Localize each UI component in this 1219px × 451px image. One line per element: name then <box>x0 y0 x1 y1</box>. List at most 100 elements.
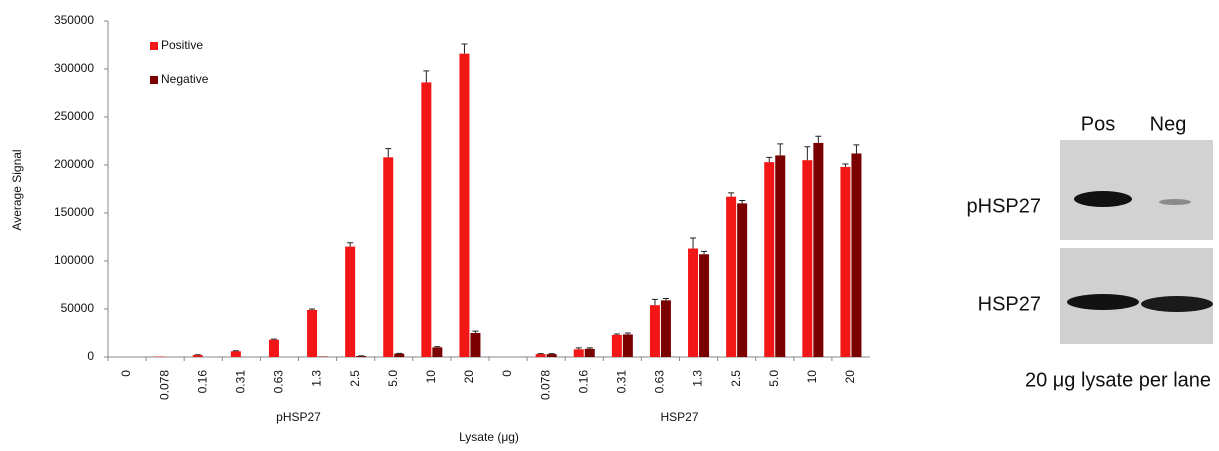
x-tick-label: 2.5 <box>729 370 743 387</box>
x-tick-label: 0.31 <box>234 370 248 394</box>
legend-label: Negative <box>161 72 209 86</box>
x-tick-label: 0.16 <box>195 370 209 394</box>
y-tick-label: 150000 <box>54 205 94 219</box>
row-label: HSP27 <box>978 293 1041 315</box>
x-axis-label: Lysate (μg) <box>459 430 519 444</box>
bar <box>307 310 317 357</box>
bar <box>726 197 736 357</box>
lane-label: Pos <box>1081 113 1115 135</box>
band <box>1074 191 1132 207</box>
x-tick-label: 10 <box>424 370 438 384</box>
band <box>1067 294 1139 310</box>
bar <box>231 351 241 357</box>
x-tick-label: 0.31 <box>615 370 629 394</box>
bar <box>699 254 709 357</box>
x-tick-label: 0 <box>500 370 514 377</box>
error-bar <box>461 44 467 54</box>
bar <box>851 153 861 357</box>
x-tick-label: 0.078 <box>157 370 171 400</box>
bar <box>737 203 747 357</box>
bar <box>764 162 774 357</box>
x-tick-label: 2.5 <box>348 370 362 387</box>
y-tick-label: 350000 <box>54 13 94 27</box>
x-tick-label: 0.16 <box>576 370 590 394</box>
x-tick-label: 5.0 <box>767 370 781 387</box>
error-bar <box>309 309 315 310</box>
error-bar <box>423 71 429 83</box>
error-bar <box>652 299 658 305</box>
bar <box>623 334 633 357</box>
band <box>1141 296 1213 312</box>
error-bar <box>815 136 821 143</box>
bar <box>269 340 279 357</box>
lane-label: Neg <box>1150 113 1187 135</box>
error-bar <box>587 348 593 349</box>
x-tick-label: 10 <box>805 370 819 384</box>
bar <box>813 143 823 357</box>
bar <box>661 300 671 357</box>
bar <box>688 249 698 357</box>
y-tick-label: 300000 <box>54 61 94 75</box>
bar <box>536 354 546 357</box>
y-tick-label: 200000 <box>54 157 94 171</box>
error-bar <box>842 164 848 167</box>
band <box>1159 199 1191 205</box>
group-label: pHSP27 <box>276 410 321 424</box>
bar <box>470 333 480 357</box>
error-bar <box>766 157 772 162</box>
bar <box>459 54 469 357</box>
y-tick-label: 250000 <box>54 109 94 123</box>
legend-label: Positive <box>161 38 203 52</box>
error-bar <box>271 339 277 340</box>
error-bar <box>347 243 353 247</box>
bar <box>345 247 355 357</box>
error-bar <box>385 149 391 158</box>
y-tick-label: 50000 <box>61 301 95 315</box>
blot: Pos Neg pHSP27 HSP27 20 μg lysate per la… <box>967 113 1214 391</box>
error-bar <box>728 193 734 197</box>
x-tick-label: 0.63 <box>272 370 286 394</box>
bar <box>802 160 812 357</box>
bar <box>394 354 404 357</box>
error-bar <box>434 347 440 348</box>
bar <box>612 335 622 357</box>
bar <box>432 347 442 357</box>
bar <box>421 82 431 357</box>
error-bar <box>576 348 582 349</box>
error-bar <box>663 298 669 300</box>
x-tick-label: 1.3 <box>691 370 705 387</box>
error-bar <box>739 201 745 204</box>
x-tick-label: 0.078 <box>538 370 552 400</box>
error-bar <box>614 334 620 335</box>
bar <box>383 157 393 357</box>
y-tick-label: 100000 <box>54 253 94 267</box>
error-bar <box>777 144 783 156</box>
y-tick-label: 0 <box>87 349 94 363</box>
legend-swatch <box>150 42 158 50</box>
bar <box>650 305 660 357</box>
x-tick-label: 20 <box>462 370 476 384</box>
x-tick-label: 0.63 <box>653 370 667 394</box>
blot-panel <box>1060 140 1213 240</box>
x-tick-label: 20 <box>843 370 857 384</box>
x-tick-label: 0 <box>119 370 133 377</box>
bar <box>840 167 850 357</box>
legend-swatch <box>150 76 158 84</box>
bar <box>775 155 785 357</box>
blot-caption: 20 μg lysate per lane <box>1025 369 1211 391</box>
bar <box>574 349 584 357</box>
row-label: pHSP27 <box>967 195 1042 217</box>
figure: Average Signal Lysate (μg) Pos Neg pHSP2… <box>0 0 1219 451</box>
group-label: HSP27 <box>660 410 698 424</box>
error-bar <box>853 145 859 154</box>
error-bar <box>472 331 478 333</box>
y-axis-label: Average Signal <box>10 149 24 230</box>
x-tick-label: 5.0 <box>386 370 400 387</box>
error-bar <box>701 251 707 254</box>
bar <box>193 355 203 357</box>
error-bar <box>690 238 696 249</box>
error-bar <box>625 333 631 334</box>
error-bar <box>804 147 810 160</box>
bar <box>585 349 595 357</box>
x-tick-label: 1.3 <box>310 370 324 387</box>
